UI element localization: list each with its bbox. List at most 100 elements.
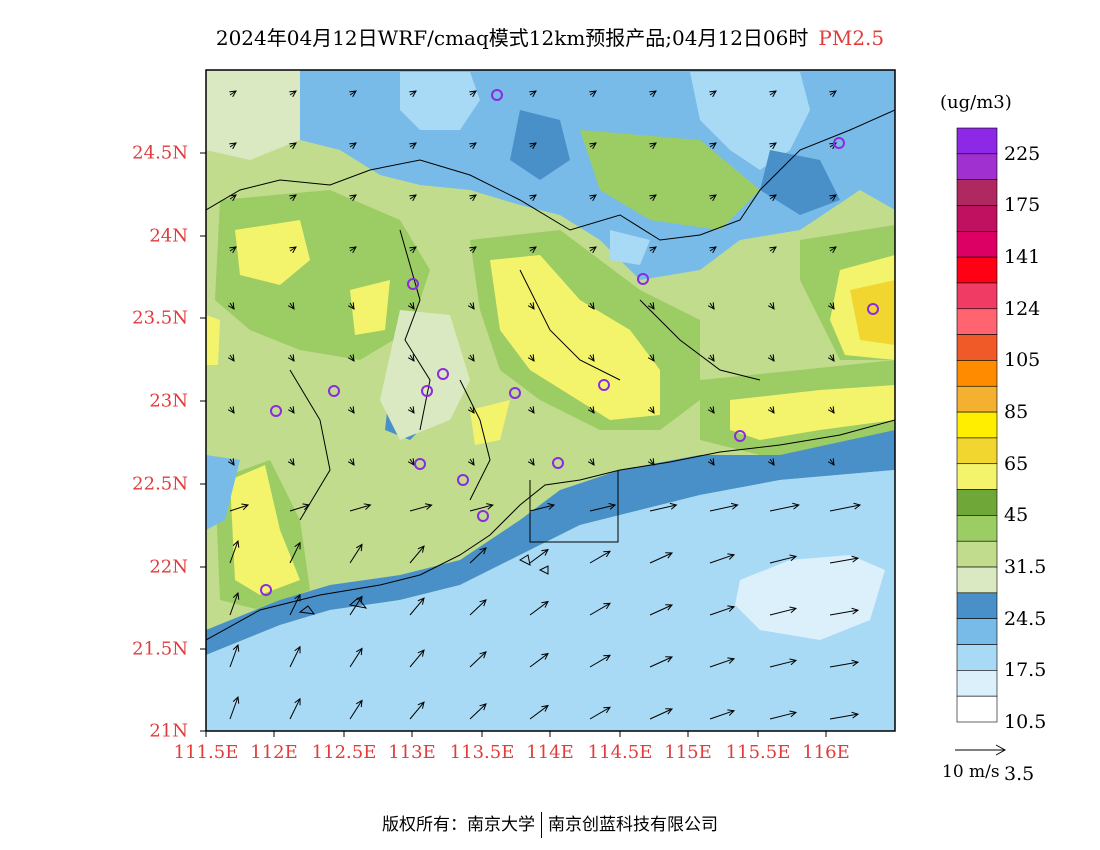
- city-border-4: [289, 369, 331, 521]
- city-border-3: [639, 299, 761, 381]
- colorbar-label: 24.5: [1004, 607, 1047, 630]
- station-marker: [407, 278, 419, 290]
- wind-arrow: [409, 142, 417, 150]
- wind-arrow: [409, 701, 425, 720]
- wind-arrow: [827, 354, 835, 362]
- wind-arrow: [589, 246, 597, 254]
- title-main: 2024年04月12日WRF/cmaq模式12km预报产品;04月12日06时: [215, 26, 809, 50]
- city-border-2: [519, 269, 621, 381]
- coast-darkblue: [206, 430, 895, 655]
- footer-left: 版权所有：南京大学: [382, 815, 535, 835]
- wind-arrow: [707, 302, 715, 310]
- station-marker: [552, 457, 564, 469]
- wind-arrow: [769, 90, 777, 98]
- wind-arrow: [589, 194, 597, 202]
- wind-arrow: [349, 246, 357, 254]
- wind-arrow: [767, 406, 775, 414]
- north-lightblue-2: [690, 72, 810, 170]
- islands: [298, 554, 549, 615]
- far-west-yellow: [206, 315, 220, 365]
- colorbar: [956, 127, 998, 723]
- title-species: PM2.5: [818, 26, 885, 50]
- wind-arrow: [347, 302, 355, 310]
- wind-arrow: [527, 458, 535, 466]
- wind-arrow: [707, 458, 715, 466]
- wind-arrow: [707, 406, 715, 414]
- lat-label: 22.5N: [132, 473, 188, 495]
- north-lightblue-3: [610, 230, 650, 265]
- wind-arrow: [349, 194, 357, 202]
- wind-arrow: [769, 554, 798, 564]
- wind-arrow: [229, 246, 237, 254]
- lon-label: 114E: [526, 742, 574, 763]
- lat-label: 24.5N: [132, 142, 188, 164]
- wind-arrow: [587, 458, 595, 466]
- colorbar-swatch: [956, 360, 998, 387]
- wind-arrow: [349, 543, 363, 564]
- wind-arrow: [649, 708, 674, 720]
- station-marker: [457, 474, 469, 486]
- wind-legend-arrow: [955, 744, 1007, 756]
- wind-arrow: [589, 502, 617, 512]
- wind-arrow: [347, 458, 355, 466]
- wind-arrow: [289, 246, 297, 254]
- colorbar-label: 105: [1004, 349, 1041, 372]
- wind-arrow: [829, 246, 837, 254]
- station-marker: [421, 385, 433, 397]
- wind-arrow: [229, 591, 240, 616]
- north-green-belt: [580, 130, 760, 230]
- lat-label: 24N: [149, 225, 188, 247]
- northwest-pale: [206, 70, 300, 160]
- wind-arrow: [529, 503, 556, 512]
- colorbar-swatch: [956, 231, 998, 258]
- wind-arrow: [469, 142, 477, 150]
- lon-label: 113E: [388, 742, 436, 763]
- footer-right: 南京创蓝科技有限公司: [548, 815, 718, 835]
- colorbar-label: 10.5: [1004, 711, 1047, 733]
- wind-arrow: [649, 90, 657, 98]
- colorbar-swatch: [956, 489, 998, 516]
- wind-arrow: [227, 458, 235, 466]
- north-darkblue: [510, 110, 570, 180]
- wind-arrow: [289, 541, 301, 564]
- colorbar-label: 65: [1004, 452, 1029, 475]
- wind-arrow: [227, 302, 235, 310]
- wind-arrow: [287, 406, 295, 414]
- wind-arrow: [407, 458, 415, 466]
- east-orange: [850, 280, 895, 345]
- wind-arrow: [347, 406, 355, 414]
- wind-arrow: [287, 302, 295, 310]
- station-marker: [477, 510, 489, 522]
- wind-arrow: [709, 142, 717, 150]
- wind-arrow: [349, 647, 363, 668]
- station-marker: [637, 273, 649, 285]
- wind-arrow: [529, 90, 537, 98]
- footer-separator: [541, 812, 542, 838]
- wind-arrow: [409, 649, 425, 668]
- central-pale: [380, 310, 470, 440]
- wind-arrow: [829, 90, 837, 98]
- colorbar-swatch: [956, 670, 998, 697]
- station-marker: [270, 405, 282, 417]
- colorbar-swatch: [956, 618, 998, 645]
- colorbar-swatch: [956, 334, 998, 361]
- lat-label: 23.5N: [132, 307, 188, 329]
- colorbar-label: 141: [1004, 246, 1041, 269]
- east-yellow: [730, 385, 895, 440]
- station-marker: [260, 584, 272, 596]
- lat-label: 21N: [149, 720, 188, 742]
- wind-arrow: [289, 142, 297, 150]
- wind-arrow: [287, 458, 295, 466]
- colorbar-label: 85: [1004, 401, 1029, 424]
- colorbar-swatch: [956, 205, 998, 232]
- wind-arrow: [769, 658, 798, 668]
- wind-arrow: [289, 503, 311, 512]
- wind-arrow: [589, 90, 597, 98]
- wind-arrow: [529, 142, 537, 150]
- colorbar-swatch: [956, 179, 998, 206]
- lon-label: 113.5E: [449, 742, 515, 763]
- wind-arrow: [347, 354, 355, 362]
- wind-arrow: [647, 354, 655, 362]
- station-marker: [509, 387, 521, 399]
